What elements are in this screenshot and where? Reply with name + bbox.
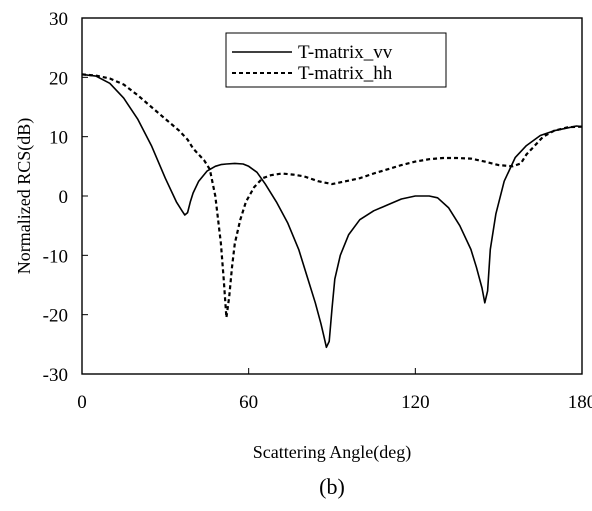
x-axis-title: Scattering Angle(deg) xyxy=(253,442,411,463)
y-tick-label: 0 xyxy=(59,187,69,208)
legend: T-matrix_vv T-matrix_hh xyxy=(225,32,447,88)
x-tick-label: 120 xyxy=(401,392,430,413)
x-tick-label: 0 xyxy=(77,392,87,413)
series-line-hh xyxy=(81,73,583,319)
x-tick-label: 60 xyxy=(239,392,258,413)
y-tick-label: -30 xyxy=(43,365,68,386)
y-axis-title: Normalized RCS(dB) xyxy=(14,118,35,274)
x-tick-label: 180 xyxy=(568,392,592,413)
y-tick-label: 20 xyxy=(49,68,68,89)
y-tick-label: -20 xyxy=(43,306,68,327)
series-line-vv xyxy=(81,73,583,349)
y-tick-label: 30 xyxy=(49,9,68,30)
series-layer xyxy=(81,73,583,349)
ticks-layer: 0 60 120 180 -30 -20 -10 0 10 20 30 xyxy=(43,9,592,413)
legend-label-vv: T-matrix_vv xyxy=(298,42,393,63)
legend-label-hh: T-matrix_hh xyxy=(298,63,393,84)
y-tick-label: -10 xyxy=(43,246,68,267)
figure-caption: (b) xyxy=(319,474,345,499)
legend-box xyxy=(225,32,447,88)
y-tick-label: 10 xyxy=(49,128,68,149)
